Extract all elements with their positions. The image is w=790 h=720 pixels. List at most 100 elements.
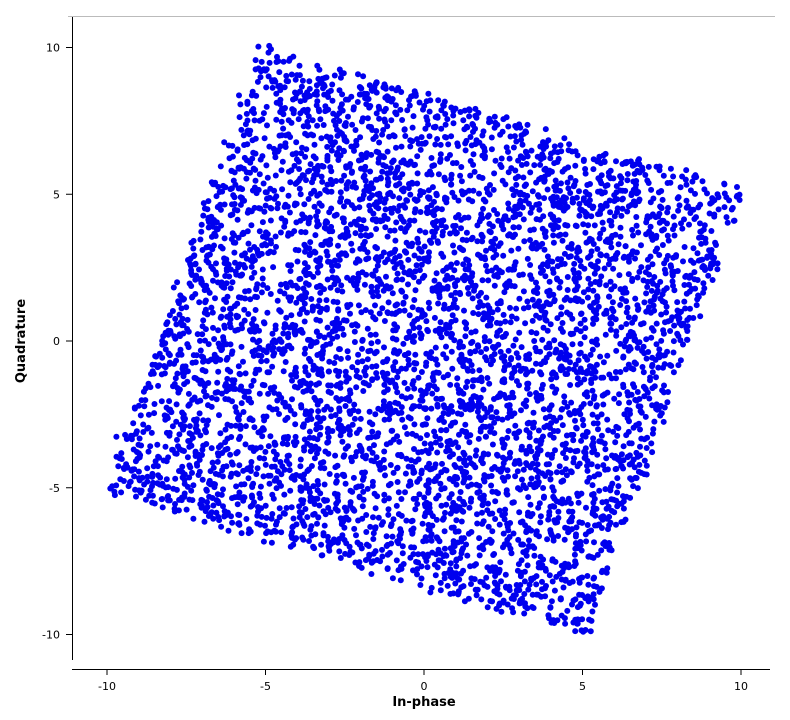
scatter-point [590, 504, 597, 511]
scatter-point [245, 475, 252, 482]
scatter-point [251, 269, 258, 276]
scatter-point [256, 228, 263, 235]
scatter-point [549, 258, 556, 265]
scatter-point [212, 470, 219, 477]
scatter-point [591, 539, 597, 546]
scatter-point [324, 143, 331, 150]
scatter-point [466, 439, 473, 446]
scatter-point [590, 287, 597, 294]
scatter-point [288, 504, 295, 511]
scatter-point [519, 476, 525, 483]
scatter-point [276, 505, 283, 512]
scatter-point [344, 348, 351, 355]
scatter-point [267, 185, 274, 192]
scatter-point [467, 172, 474, 179]
scatter-point [642, 413, 649, 420]
scatter-point [303, 272, 310, 279]
scatter-point [496, 507, 503, 514]
scatter-point [481, 145, 488, 152]
scatter-point [366, 445, 373, 452]
scatter-point [384, 377, 391, 384]
scatter-point [461, 126, 468, 133]
scatter-point [483, 574, 490, 581]
scatter-point [208, 356, 214, 363]
scatter-point [557, 231, 564, 238]
scatter-point [200, 417, 207, 424]
scatter-point [499, 177, 506, 184]
scatter-point [241, 393, 248, 400]
plot-frame [68, 16, 775, 670]
scatter-point [240, 229, 247, 236]
scatter-point [380, 359, 387, 366]
scatter-point [235, 294, 242, 301]
scatter-point [530, 605, 537, 611]
scatter-point [405, 414, 412, 421]
scatter-point [486, 338, 493, 345]
scatter-point [306, 428, 313, 435]
scatter-point [363, 364, 370, 371]
scatter-point [579, 616, 586, 623]
scatter-point [593, 311, 600, 318]
scatter-point [550, 487, 557, 494]
scatter-point [280, 111, 287, 118]
scatter-point [285, 192, 292, 199]
scatter-point [417, 330, 424, 337]
scatter-point [329, 428, 336, 434]
scatter-point [354, 99, 361, 105]
scatter-point [561, 260, 568, 267]
scatter-point [231, 232, 237, 239]
scatter-point [188, 487, 195, 494]
scatter-point [531, 288, 537, 295]
scatter-point [337, 189, 344, 196]
scatter-point [505, 205, 512, 212]
scatter-point [555, 217, 562, 224]
scatter-point [202, 297, 209, 304]
scatter-point [491, 246, 498, 253]
scatter-point [606, 371, 613, 378]
scatter-point [223, 280, 230, 287]
scatter-point [268, 539, 275, 546]
scatter-point [555, 533, 562, 539]
scatter-point [287, 268, 294, 274]
scatter-point [589, 608, 596, 615]
scatter-point [486, 119, 492, 126]
scatter-point [510, 530, 517, 537]
scatter-point [353, 221, 360, 228]
scatter-point [323, 133, 330, 140]
scatter-point [311, 455, 318, 462]
scatter-point [404, 385, 411, 392]
scatter-point [218, 279, 225, 286]
scatter-point [363, 512, 370, 518]
scatter-point [584, 462, 590, 469]
scatter-point [587, 281, 594, 287]
scatter-point [176, 300, 182, 307]
scatter-point [359, 358, 366, 365]
scatter-point [558, 311, 565, 318]
scatter-point [225, 527, 232, 534]
scatter-point [416, 491, 423, 498]
scatter-point [238, 383, 245, 390]
scatter-point [467, 134, 474, 140]
scatter-point [269, 491, 276, 498]
scatter-point [296, 327, 303, 334]
scatter-point [479, 579, 486, 586]
scatter-point [536, 533, 542, 540]
scatter-point [483, 262, 489, 269]
scatter-point [440, 374, 447, 381]
scatter-point [229, 398, 235, 405]
scatter-point [631, 384, 638, 390]
scatter-point [260, 538, 267, 545]
scatter-point [373, 348, 380, 355]
scatter-point [247, 169, 253, 176]
scatter-point [540, 303, 547, 310]
scatter-point [623, 309, 630, 316]
scatter-point [605, 169, 612, 176]
scatter-point [158, 398, 165, 405]
scatter-point [669, 314, 676, 321]
scatter-point [310, 362, 317, 369]
scatter-point [648, 440, 655, 447]
scatter-point [653, 320, 660, 327]
scatter-point [280, 330, 287, 337]
scatter-point [381, 416, 388, 423]
scatter-point [553, 469, 560, 476]
